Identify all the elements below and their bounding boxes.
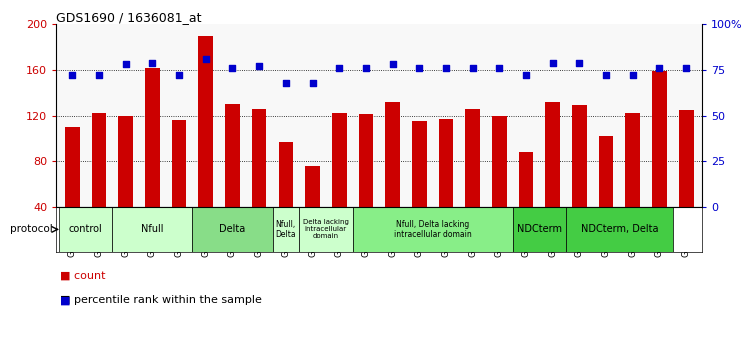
Point [173, 72, 185, 78]
Point [93, 72, 105, 78]
Bar [466, 109, 480, 207]
Bar [412, 121, 427, 207]
Point [387, 62, 399, 67]
Text: GDS1690 / 1636081_at: GDS1690 / 1636081_at [56, 11, 202, 24]
Point [66, 72, 78, 78]
Bar [192, 207, 273, 252]
Bar [679, 110, 693, 207]
Point [547, 60, 559, 65]
Text: Nfull: Nfull [141, 225, 164, 234]
Point [413, 65, 425, 71]
Bar [626, 113, 640, 207]
Text: ■: ■ [60, 295, 71, 305]
Point [146, 60, 158, 65]
Bar [299, 207, 352, 252]
Text: control: control [69, 225, 103, 234]
Text: Nfull,
Delta: Nfull, Delta [276, 220, 296, 239]
Point [600, 72, 612, 78]
Bar [252, 109, 267, 207]
Bar [572, 105, 587, 207]
Bar [198, 36, 213, 207]
Point [227, 65, 239, 71]
Bar [172, 120, 186, 207]
Text: Delta: Delta [219, 225, 246, 234]
Bar [113, 207, 192, 252]
Bar [439, 119, 454, 207]
Bar [273, 207, 299, 252]
Text: NDCterm: NDCterm [517, 225, 562, 234]
Bar [59, 207, 113, 252]
Text: Nfull, Delta lacking
intracellular domain: Nfull, Delta lacking intracellular domai… [394, 220, 472, 239]
Point [333, 65, 345, 71]
Point [466, 65, 478, 71]
Point [520, 72, 532, 78]
Point [200, 56, 212, 62]
Point [440, 65, 452, 71]
Text: ■ percentile rank within the sample: ■ percentile rank within the sample [60, 295, 262, 305]
Bar [279, 142, 293, 207]
Bar [332, 113, 346, 207]
Text: ■ count: ■ count [60, 271, 106, 281]
Bar [545, 102, 560, 207]
Bar [305, 166, 320, 207]
Bar [599, 136, 614, 207]
Bar [92, 113, 107, 207]
Text: protocol: protocol [10, 225, 53, 234]
Point [653, 65, 665, 71]
Text: NDCterm, Delta: NDCterm, Delta [581, 225, 658, 234]
Point [253, 63, 265, 69]
Bar [358, 115, 373, 207]
Bar [385, 102, 400, 207]
Point [306, 80, 318, 86]
Bar [352, 207, 513, 252]
Bar [513, 207, 566, 252]
Bar [652, 71, 667, 207]
Bar [65, 127, 80, 207]
Bar [519, 152, 533, 207]
Point [360, 65, 372, 71]
Bar [119, 116, 133, 207]
Text: Delta lacking
intracellular
domain: Delta lacking intracellular domain [303, 219, 348, 239]
Point [119, 62, 131, 67]
Bar [492, 116, 507, 207]
Bar [145, 68, 160, 207]
Bar [566, 207, 673, 252]
Point [493, 65, 505, 71]
Point [574, 60, 586, 65]
Point [627, 72, 639, 78]
Point [680, 65, 692, 71]
Bar [225, 104, 240, 207]
Point [280, 80, 292, 86]
